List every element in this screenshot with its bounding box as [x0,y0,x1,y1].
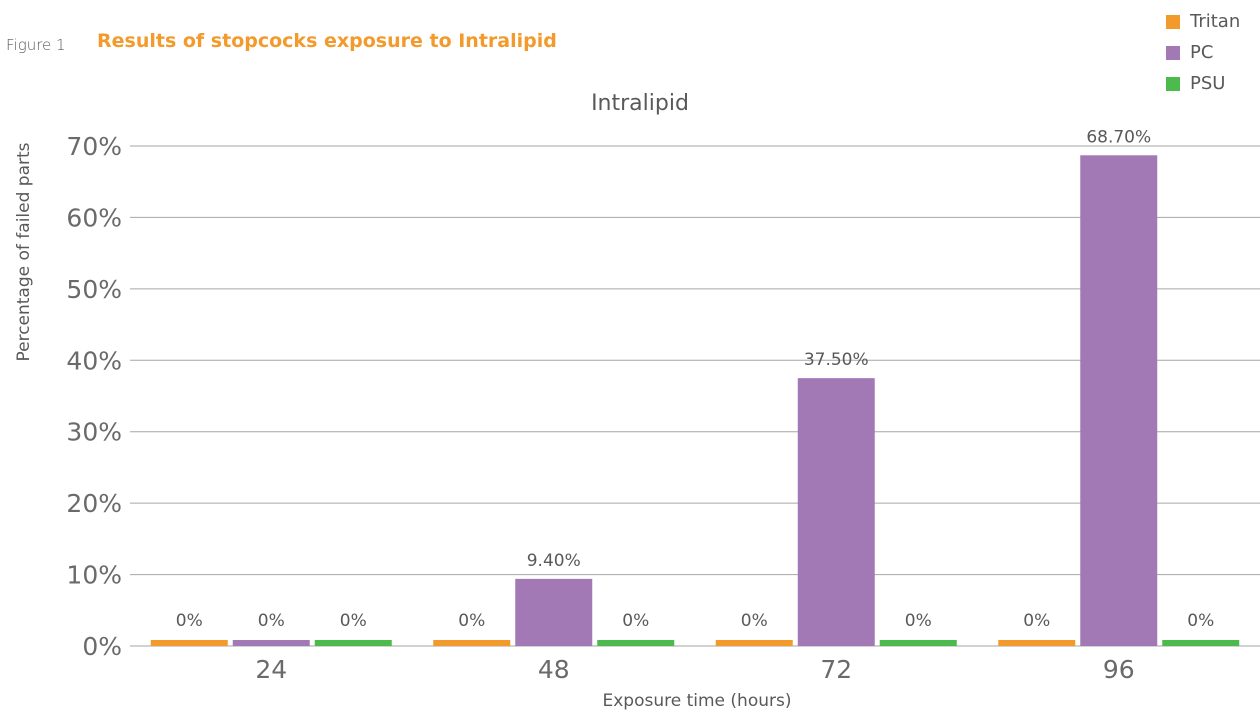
bar-psu-48 [597,640,675,646]
bar-pc-96 [1080,155,1158,647]
data-label: 0% [1023,611,1050,631]
chart-legend: Tritan PC PSU [1166,6,1240,99]
x-tick-label: 72 [820,655,852,684]
x-axis-label: Exposure time (hours) [603,691,792,711]
figure-label: Figure 1 [6,36,66,54]
data-label: 68.70% [1086,127,1151,147]
data-label: 0% [1187,611,1214,631]
data-label: 0% [905,611,932,631]
y-tick-label: 10% [66,561,122,590]
bar-tritan-48 [433,640,511,646]
bar-pc-48 [515,578,593,646]
y-tick-label: 60% [66,203,122,232]
legend-item-tritan: Tritan [1166,6,1240,37]
data-label: 0% [458,611,485,631]
bar-psu-24 [314,640,392,646]
y-tick-label: 0% [82,632,122,661]
bar-pc-72 [797,378,875,646]
x-tick-label: 24 [255,655,287,684]
data-label: 0% [340,611,367,631]
chart-title: Intralipid [591,91,689,116]
y-tick-label: 40% [66,346,122,375]
y-tick-label: 20% [66,489,122,518]
legend-label: Tritan [1190,11,1241,32]
figure-title: Results of stopcocks exposure to Intrali… [97,30,557,52]
x-tick-label: 96 [1103,655,1135,684]
data-label: 37.50% [804,350,869,370]
data-label: 0% [622,611,649,631]
bar-psu-72 [879,640,957,646]
bar-pc-24 [232,640,310,646]
bar-tritan-24 [150,640,228,646]
y-axis-label: Percentage of failed parts [14,142,34,361]
legend-swatch [1166,14,1180,29]
y-tick-label: 50% [66,275,122,304]
y-tick-label: 70% [66,132,122,161]
bar-psu-96 [1162,640,1240,646]
data-label: 0% [258,611,285,631]
legend-label: PC [1190,42,1214,63]
legend-label: PSU [1190,73,1226,94]
data-label: 0% [176,611,203,631]
legend-swatch [1166,45,1180,60]
bar-tritan-96 [998,640,1076,646]
data-label: 0% [741,611,768,631]
legend-item-pc: PC [1166,37,1240,68]
y-tick-label: 30% [66,418,122,447]
x-tick-label: 48 [538,655,570,684]
legend-swatch [1166,76,1180,91]
data-label: 9.40% [527,551,581,571]
legend-item-psu: PSU [1166,68,1240,99]
bar-tritan-72 [715,640,793,646]
